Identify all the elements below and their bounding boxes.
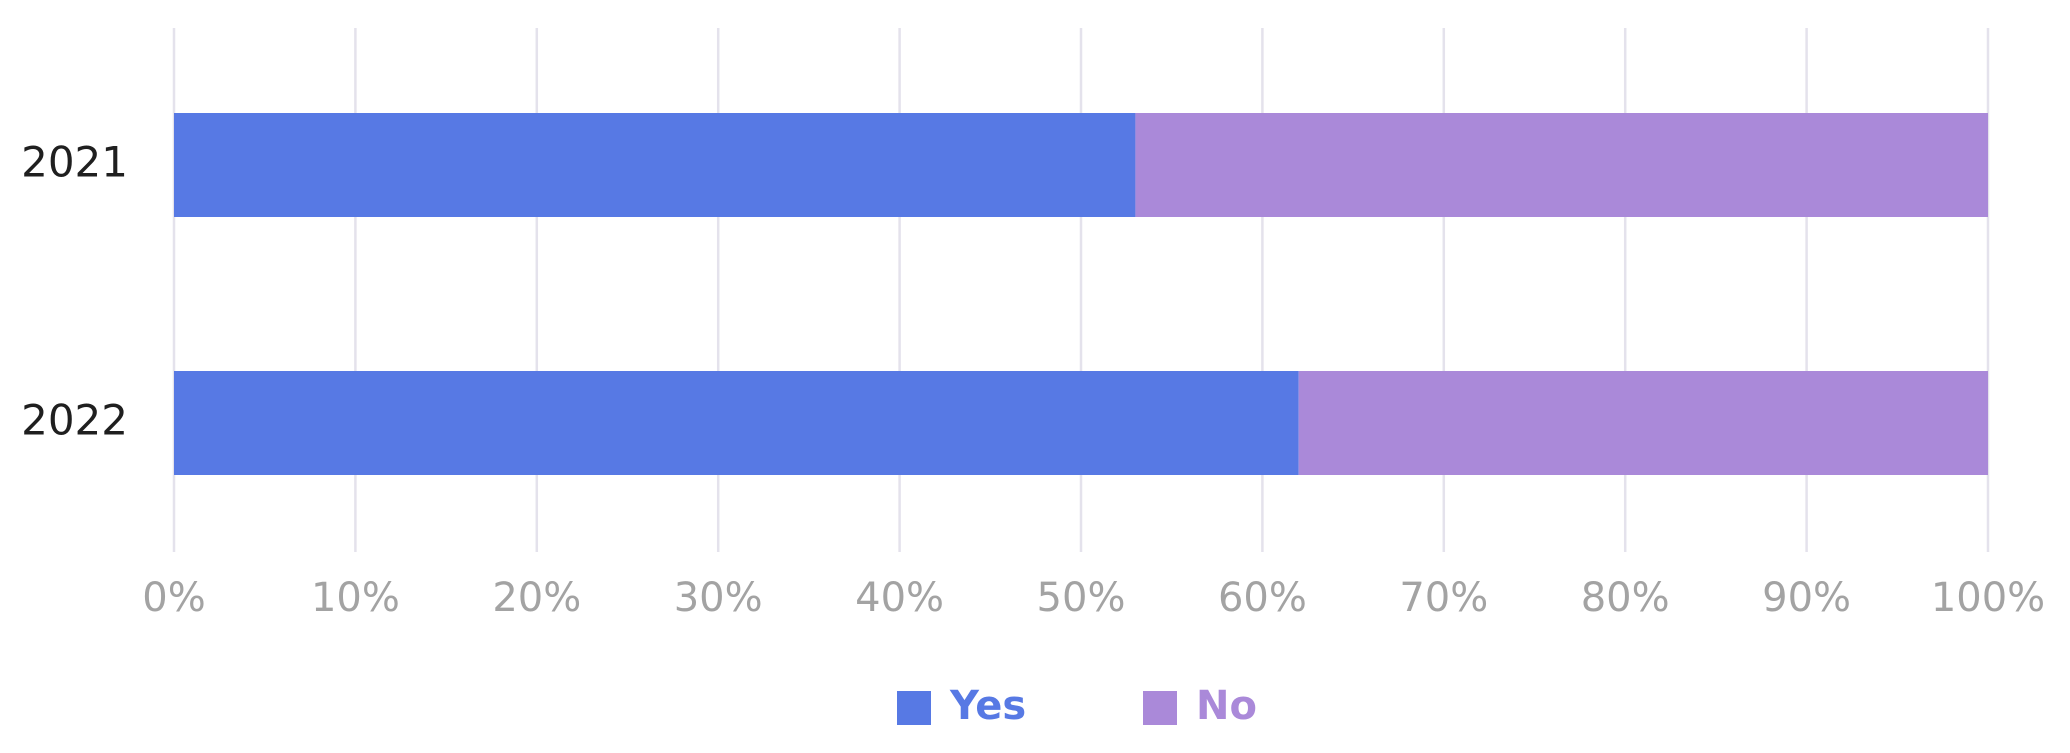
legend: Yes No <box>897 683 1257 729</box>
bars <box>174 113 1988 475</box>
category-labels: 2021 2022 <box>21 138 128 445</box>
x-tick-label: 100% <box>1931 575 2045 621</box>
legend-label-no: No <box>1196 683 1257 729</box>
bar-no-2022 <box>1298 371 1988 475</box>
x-tick-label: 30% <box>674 575 763 621</box>
bar-no-2021 <box>1135 113 1988 217</box>
x-axis-tick-labels: 0% 10% 20% 30% 40% 50% 60% 70% 80% 90% 100% <box>142 575 2045 621</box>
x-tick-label: 70% <box>1399 575 1488 621</box>
legend-label-yes: Yes <box>949 683 1026 729</box>
bar-yes-2022 <box>174 371 1299 475</box>
category-label: 2022 <box>21 396 128 445</box>
x-tick-label: 10% <box>311 575 400 621</box>
x-tick-label: 80% <box>1581 575 1670 621</box>
x-tick-label: 0% <box>142 575 205 621</box>
category-label: 2021 <box>21 138 128 187</box>
x-tick-label: 50% <box>1037 575 1126 621</box>
legend-swatch-yes <box>897 691 931 725</box>
legend-swatch-no <box>1143 691 1177 725</box>
x-tick-label: 40% <box>855 575 944 621</box>
x-tick-label: 20% <box>492 575 581 621</box>
x-tick-label: 90% <box>1762 575 1851 621</box>
bar-yes-2021 <box>174 113 1136 217</box>
x-tick-label: 60% <box>1218 575 1307 621</box>
